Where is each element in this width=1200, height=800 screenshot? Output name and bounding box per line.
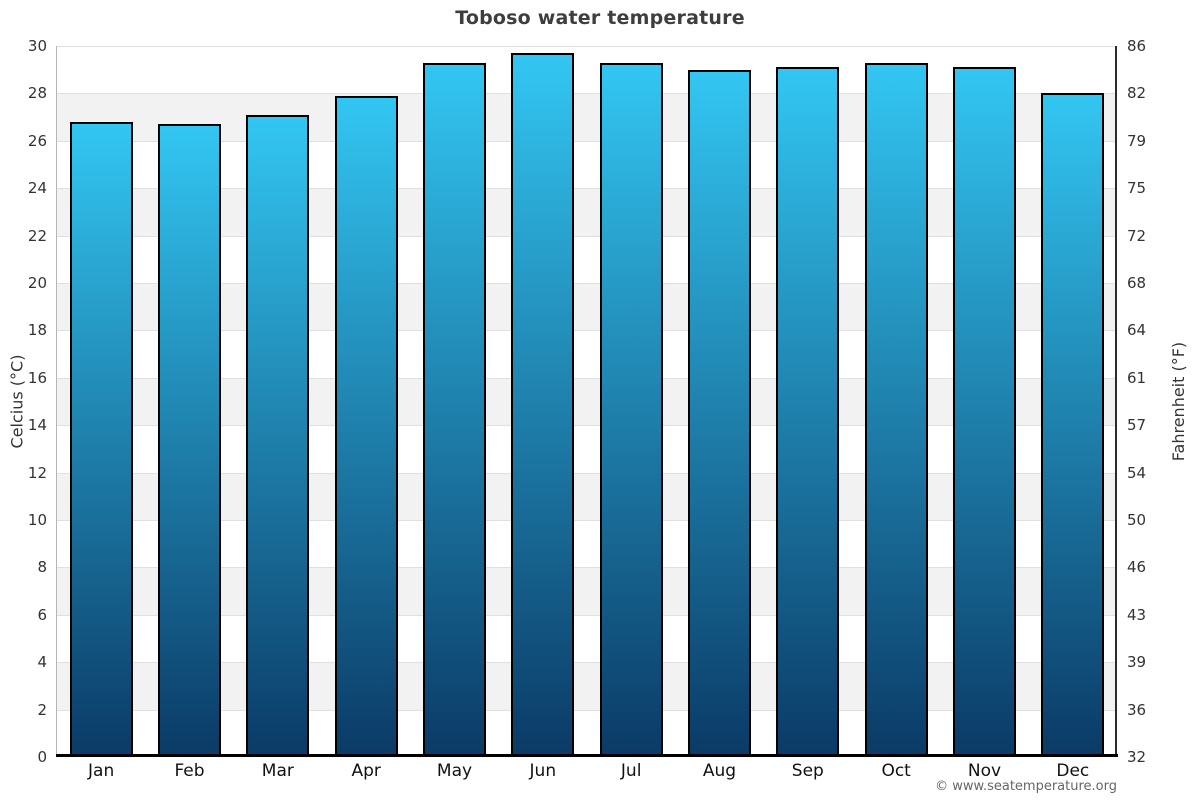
- plot-band-gray: [57, 93, 1117, 141]
- y-axis-tick-celsius: 12: [27, 463, 47, 482]
- y-axis-tick-fahrenheit: 46: [1127, 558, 1147, 577]
- gridline-6c: [57, 614, 1117, 616]
- plot-band-white: [57, 330, 1117, 378]
- y-axis-tick-celsius: 14: [27, 416, 47, 435]
- y-axis-tick-fahrenheit: 75: [1127, 179, 1147, 198]
- plot-band-white: [57, 235, 1117, 283]
- y-axis-tick-celsius: 28: [27, 84, 47, 103]
- y-axis-tick-fahrenheit: 39: [1127, 653, 1147, 672]
- bar-oct[interactable]: [864, 62, 928, 757]
- plot-band-gray: [57, 283, 1117, 331]
- y-axis-tick-fahrenheit: 36: [1127, 700, 1147, 719]
- gridline-8c: [57, 567, 1117, 569]
- y-axis-tick-celsius: 22: [27, 226, 47, 245]
- gridline-20c: [57, 283, 1117, 284]
- bar-nov[interactable]: [953, 67, 1016, 757]
- y-axis-tick-fahrenheit: 68: [1127, 274, 1147, 292]
- gridline-2c: [57, 709, 1117, 711]
- plot-band-gray: [57, 188, 1117, 236]
- y-axis-tick-celsius: 20: [27, 274, 47, 292]
- x-axis-label-oct: Oct: [881, 761, 911, 781]
- y-axis-tick-fahrenheit: 64: [1127, 321, 1147, 340]
- gridline-16c: [57, 377, 1117, 379]
- y-axis-tick-fahrenheit: 43: [1127, 605, 1147, 624]
- gridline-24c: [57, 188, 1117, 190]
- bar-aug[interactable]: [688, 69, 751, 757]
- plot-band-gray: [57, 567, 1117, 615]
- bar-sep[interactable]: [776, 67, 840, 757]
- y-axis-tick-fahrenheit: 61: [1127, 368, 1147, 387]
- bar-jun[interactable]: [511, 53, 575, 757]
- y-axis-tick-celsius: 6: [37, 605, 47, 624]
- gridline-30c: [57, 46, 1117, 47]
- x-axis-label-apr: Apr: [351, 761, 381, 781]
- gridline-22c: [57, 235, 1117, 237]
- plot-band-gray: [57, 377, 1117, 426]
- bar-may[interactable]: [423, 62, 486, 757]
- y-axis-tick-celsius: 0: [37, 748, 47, 766]
- plot-band-white: [57, 425, 1117, 473]
- y-axis-tick-celsius: 10: [27, 511, 47, 529]
- gridline-14c: [57, 425, 1117, 427]
- y-axis-tick-fahrenheit: 54: [1127, 463, 1147, 482]
- x-axis-label-feb: Feb: [174, 761, 205, 781]
- x-axis-label-may: May: [436, 761, 473, 781]
- y-axis-tick-fahrenheit: 86: [1127, 37, 1147, 55]
- plot-band-white: [57, 520, 1117, 568]
- plot-band-gray: [57, 662, 1117, 710]
- y-axis-tick-celsius: 2: [37, 700, 47, 719]
- y-axis-tick-celsius: 24: [27, 179, 47, 198]
- y-axis-tick-fahrenheit: 50: [1127, 511, 1147, 529]
- bar-apr[interactable]: [334, 95, 398, 757]
- y-axis-tick-fahrenheit: 32: [1127, 748, 1147, 766]
- plot-band-gray: [57, 472, 1117, 520]
- y-axis-line-fahrenheit: [1115, 46, 1117, 757]
- gridline-18c: [57, 330, 1117, 332]
- x-axis-label-aug: Aug: [702, 761, 737, 781]
- x-axis-label-nov: Nov: [967, 761, 1002, 781]
- x-axis-label-jan: Jan: [88, 761, 115, 781]
- x-axis-label-dec: Dec: [1056, 761, 1090, 781]
- chart-title: Toboso water temperature: [455, 7, 745, 29]
- y-axis-tick-celsius: 18: [27, 321, 47, 340]
- x-axis-line: [56, 754, 1118, 757]
- plot-band-white: [57, 709, 1117, 757]
- plot-band-white: [57, 140, 1117, 189]
- y-axis-tick-celsius: 30: [27, 37, 47, 55]
- gridline-10c: [57, 520, 1117, 521]
- plot-band-white: [57, 46, 1117, 94]
- x-axis-label-mar: Mar: [261, 761, 294, 781]
- fahrenheit-axis-title: Fahrenheit (°F): [1169, 341, 1189, 462]
- gridline-28c: [57, 93, 1117, 95]
- gridline-26c: [57, 140, 1117, 142]
- bar-dec[interactable]: [1041, 93, 1105, 757]
- y-axis-tick-fahrenheit: 79: [1127, 131, 1147, 150]
- bar-jul[interactable]: [599, 62, 663, 757]
- y-axis-tick-celsius: 8: [37, 558, 47, 577]
- y-axis-tick-celsius: 16: [27, 368, 47, 387]
- x-axis-label-jul: Jul: [620, 761, 642, 781]
- y-axis-tick-fahrenheit: 82: [1127, 84, 1147, 103]
- bar-mar[interactable]: [246, 114, 310, 757]
- bar-jan[interactable]: [69, 121, 133, 757]
- y-axis-tick-fahrenheit: 57: [1127, 416, 1147, 435]
- gridline-4c: [57, 662, 1117, 664]
- x-axis-label-sep: Sep: [791, 761, 824, 781]
- bar-feb[interactable]: [158, 124, 221, 757]
- plot-band-white: [57, 614, 1117, 663]
- gridline-12c: [57, 472, 1117, 474]
- y-axis-tick-celsius: 26: [27, 131, 47, 150]
- y-axis-tick-fahrenheit: 72: [1127, 226, 1147, 245]
- y-axis-line-celsius: [56, 46, 57, 757]
- x-axis-label-jun: Jun: [529, 761, 557, 781]
- attribution-link[interactable]: © www.seatemperature.org: [935, 779, 1117, 794]
- y-axis-tick-celsius: 4: [37, 653, 47, 672]
